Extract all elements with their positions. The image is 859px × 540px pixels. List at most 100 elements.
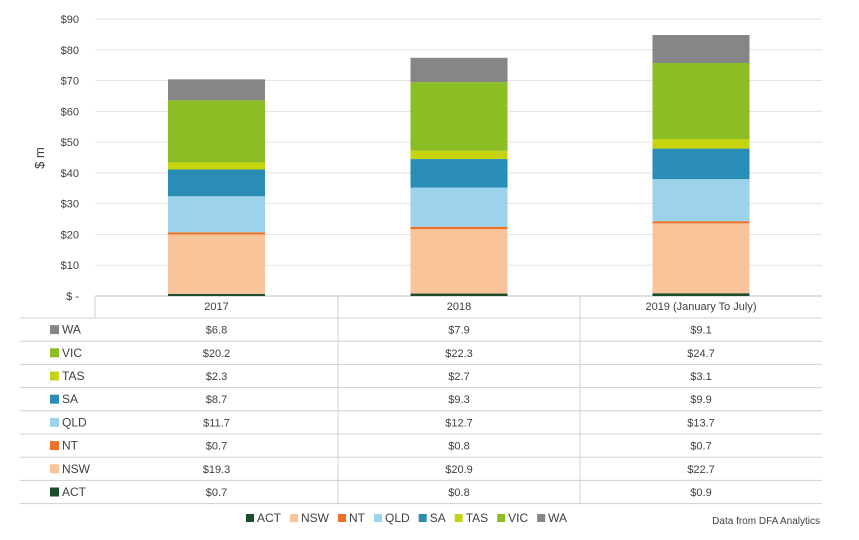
bar-segment-sa [410,159,508,188]
table-series-name: TAS [62,369,84,383]
table-value: $20.2 [203,348,231,360]
legend-label: NT [349,511,366,525]
table-value: $0.8 [448,441,469,453]
table-value: $3.1 [690,371,711,383]
y-tick-label: $10 [61,260,79,272]
x-category-label: 2017 [204,301,228,313]
legend-swatch-tas [454,514,463,522]
legend-label: ACT [257,511,282,525]
bar-segment-wa [168,79,265,101]
table-value: $7.9 [448,325,469,337]
bar-segment-vic [410,82,508,151]
table-value: $2.7 [448,371,469,383]
bar-segment-tas [168,162,265,170]
legend-swatch-nt [338,514,346,522]
table-swatch-act [50,487,59,497]
table-value: $0.9 [690,487,711,499]
bar-segment-act [410,293,508,296]
table-value: $19.3 [203,464,231,476]
bar-segment-nsw [652,223,750,294]
legend-label: WA [548,511,567,525]
bar-segment-nsw [168,234,265,294]
table-series-name: WA [62,323,81,337]
y-tick-label: $30 [61,199,79,211]
table-series-name: VIC [62,346,82,360]
bar-segments [168,35,750,296]
bar-segment-nt [652,221,750,224]
table-value: $9.9 [690,394,711,406]
table-swatch-sa [50,394,59,404]
bar-segment-act [652,293,750,296]
bar-segment-qld [652,179,750,222]
table-value: $8.7 [206,394,227,406]
y-tick-label: $90 [61,14,79,26]
table-series-name: QLD [62,415,87,429]
legend-label: NSW [301,511,330,525]
table-value: $20.9 [445,464,473,476]
bar-segment-wa [652,35,750,64]
table-series-name: NSW [62,462,91,476]
bar-segment-tas [652,139,750,149]
bar-segment-vic [652,63,750,140]
legend-swatch-act [246,514,254,522]
bar-segment-nsw [410,229,508,294]
bar-segment-qld [410,187,508,227]
legend-label: TAS [466,511,488,525]
table-value: $0.7 [206,441,227,453]
y-tick-label: $70 [61,76,79,88]
table-value: $9.1 [690,325,711,337]
table-value: $22.3 [445,348,473,360]
y-axis-ticks: $ - $10 $20 $30 $40 $50 $60 $70 $80 $90 [61,14,80,303]
table-value: $12.7 [445,417,473,429]
bar-segment-act [168,293,265,296]
legend-label: SA [430,511,446,525]
table-value: $0.8 [448,487,469,499]
legend-label: VIC [508,511,528,525]
legend-swatch-nsw [290,514,298,522]
x-category-label: 2019 (January To July) [645,301,756,313]
y-axis-label: $ m [32,147,47,169]
bar-segment-sa [168,169,265,197]
y-tick-label: $40 [61,168,79,180]
table-value: $11.7 [203,417,230,429]
table-swatch-nt [50,441,59,451]
table-series-name: NT [62,439,79,453]
legend-swatch-sa [418,514,427,522]
y-tick-label: $ - [66,291,79,303]
bar-segment-nt [168,232,265,235]
table-swatch-wa [50,325,59,335]
legend: ACT NSW NT QLD SA TAS VIC WA [246,511,567,525]
bar-segment-qld [168,196,265,233]
table-value: $0.7 [690,441,711,453]
bar-segment-vic [168,100,265,163]
table-value: $2.3 [206,371,227,383]
bar-segment-tas [410,150,508,160]
y-tick-label: $80 [61,45,79,57]
bar-segment-wa [410,57,508,83]
source-note: Data from DFA Analytics [712,516,820,527]
table-value: $9.3 [448,394,469,406]
data-table: 2017 2018 2019 (January To July) WA $6.8 $7.9… [20,296,822,505]
table-series-name: SA [62,392,78,406]
y-tick-label: $60 [61,106,79,118]
legend-swatch-vic [497,514,506,522]
table-value: $6.8 [206,325,227,337]
y-tick-label: $20 [61,229,79,241]
y-tick-label: $50 [61,137,79,149]
x-category-label: 2018 [447,301,471,313]
table-swatch-qld [50,417,59,427]
table-swatch-tas [50,371,59,381]
bar-segment-nt [410,226,508,230]
legend-swatch-wa [537,514,546,522]
bar-segment-sa [652,148,750,180]
table-value: $0.7 [206,487,227,499]
legend-swatch-qld [374,514,382,522]
table-swatch-vic [50,348,59,358]
table-value: $22.7 [687,464,715,476]
legend-label: QLD [385,511,410,525]
table-value: $13.7 [687,417,715,429]
table-swatch-nsw [50,464,59,474]
table-series-name: ACT [62,485,87,499]
table-value: $24.7 [687,348,715,360]
